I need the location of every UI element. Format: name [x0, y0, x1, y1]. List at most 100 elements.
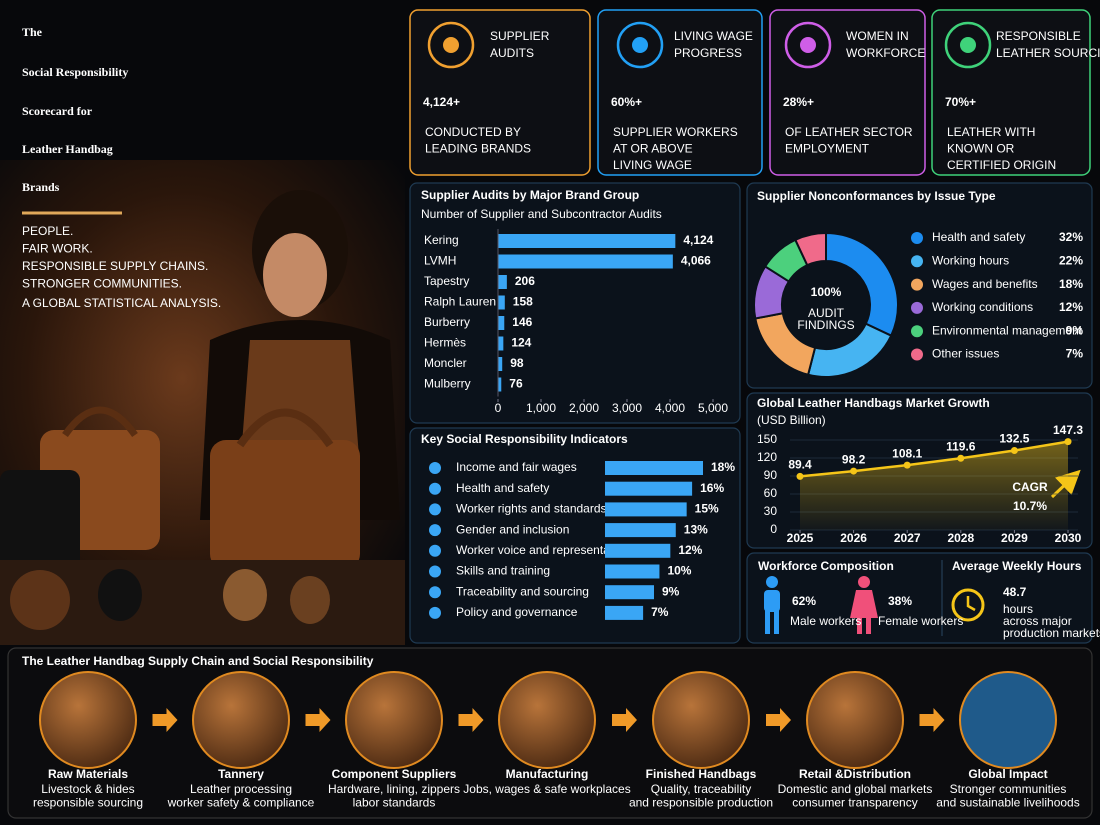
value-label: 206: [515, 274, 535, 288]
kpi-title: WORKFORCE: [846, 46, 925, 60]
bar: [498, 357, 503, 371]
value-label: 158: [513, 295, 533, 309]
step-image: [498, 671, 596, 769]
kpi-description: EMPLOYMENT: [785, 142, 870, 156]
hours-value: 48.7: [1003, 585, 1027, 599]
step-name: Raw Materials: [48, 767, 128, 781]
x-tick-label: 3,000: [612, 401, 642, 415]
indicator-icon: [429, 606, 441, 619]
kpi-icon-dot: [443, 37, 459, 53]
y-tick-label: 60: [764, 486, 778, 500]
bar: [498, 377, 502, 392]
area-fill: [800, 441, 1068, 530]
tagline: STRONGER COMMUNITIES.: [22, 277, 182, 291]
category-label: Worker rights and standards: [456, 502, 607, 516]
kpi-title: LEATHER SOURCING: [996, 46, 1100, 60]
step-name: Finished Handbags: [646, 767, 757, 781]
point-label: 89.4: [788, 458, 812, 472]
male-icon: [764, 576, 780, 634]
donut-center-text: FINDINGS: [797, 318, 854, 332]
value-label: 7%: [651, 605, 669, 619]
value-label: 15%: [695, 502, 719, 516]
point-label: 108.1: [892, 446, 922, 460]
legend-swatch: [911, 301, 923, 314]
legend-label: Wages and benefits: [932, 277, 1038, 291]
step-description: worker safety & compliance: [167, 796, 315, 810]
kpi-description: LEADING BRANDS: [425, 142, 531, 156]
kpi-value: 28%+: [783, 95, 814, 109]
legend-swatch: [911, 255, 923, 268]
value-label: 76: [509, 377, 523, 391]
point-label: 132.5: [999, 432, 1029, 446]
category-label: Policy and governance: [456, 605, 578, 619]
bar: [605, 502, 687, 517]
x-tick-label: 4,000: [655, 401, 685, 415]
category-label: Worker voice and representation: [456, 543, 629, 557]
legend-value: 9%: [1066, 323, 1084, 337]
category-label: Burberry: [424, 315, 470, 329]
step-description: Stronger communities: [950, 782, 1067, 796]
point: [796, 472, 804, 480]
hours-note: across major: [1003, 614, 1072, 628]
donut-center-label: 100%: [811, 285, 842, 299]
legend-label: Working hours: [932, 253, 1009, 267]
kpi-icon-dot: [960, 37, 976, 53]
step-description: labor standards: [353, 796, 436, 810]
step-image: [39, 671, 137, 769]
bar: [605, 543, 671, 558]
x-tick-label: 2026: [840, 531, 867, 545]
step-image: [806, 671, 904, 769]
title-line: Brands: [22, 180, 60, 194]
step-image: [959, 671, 1057, 769]
line: [799, 440, 1069, 478]
bar: [498, 316, 505, 330]
step-arrow: [612, 708, 637, 732]
donut-center-text: AUDIT: [808, 306, 845, 320]
bar: [498, 234, 676, 248]
indicator-icon: [429, 565, 441, 578]
step-description: and responsible production: [629, 796, 773, 810]
step-description: consumer transparency: [792, 796, 917, 810]
kpi-description: CERTIFIED ORIGIN: [947, 158, 1056, 172]
chart-subtitle: Number of Supplier and Subcontractor Aud…: [421, 207, 662, 221]
indicator-icon: [429, 462, 441, 474]
kpi-title: WOMEN IN: [846, 29, 909, 43]
value-label: 13%: [684, 522, 708, 536]
workforce-label: Male workers: [790, 614, 861, 628]
female-icon: [850, 576, 878, 634]
tagline: FAIR WORK.: [22, 242, 93, 256]
legend-swatch: [911, 325, 923, 338]
indicator-icon: [429, 482, 441, 495]
clock-icon: [951, 588, 985, 622]
y-tick-label: 120: [757, 450, 777, 464]
title-line: Scorecard for: [22, 104, 93, 118]
point-label: 147.3: [1053, 423, 1083, 437]
x-tick-label: 1,000: [526, 401, 556, 415]
indicator-icon: [429, 544, 441, 557]
step-arrow: [152, 708, 178, 732]
kpi-value: 60%+: [611, 95, 642, 109]
point: [957, 454, 965, 462]
kpi-title: RESPONSIBLE: [996, 29, 1081, 43]
header-subtitle: A GLOBAL STATISTICAL ANALYSIS.: [22, 296, 221, 310]
point-label: 119.6: [946, 439, 976, 453]
workforce-value: 62%: [792, 594, 816, 608]
bar: [605, 461, 703, 475]
kpi-description: AT OR ABOVE: [613, 142, 693, 156]
step-arrow: [458, 708, 484, 732]
bar: [498, 336, 504, 351]
indicator-icon: [429, 586, 441, 599]
y-tick-label: 90: [764, 468, 778, 482]
section-title: Average Weekly Hours: [952, 559, 1082, 573]
legend-value: 22%: [1059, 253, 1083, 267]
legend-label: Working conditions: [932, 300, 1033, 314]
kpi-value: 70%+: [945, 95, 976, 109]
legend-swatch: [911, 278, 923, 291]
category-label: Hermès: [424, 336, 466, 350]
kpi-title: PROGRESS: [674, 46, 742, 60]
step-description: Quality, traceability: [651, 782, 751, 796]
kpi-icon: [616, 21, 664, 69]
bar: [605, 481, 693, 496]
value-label: 16%: [700, 481, 724, 495]
hours-unit: hours: [1003, 602, 1033, 616]
